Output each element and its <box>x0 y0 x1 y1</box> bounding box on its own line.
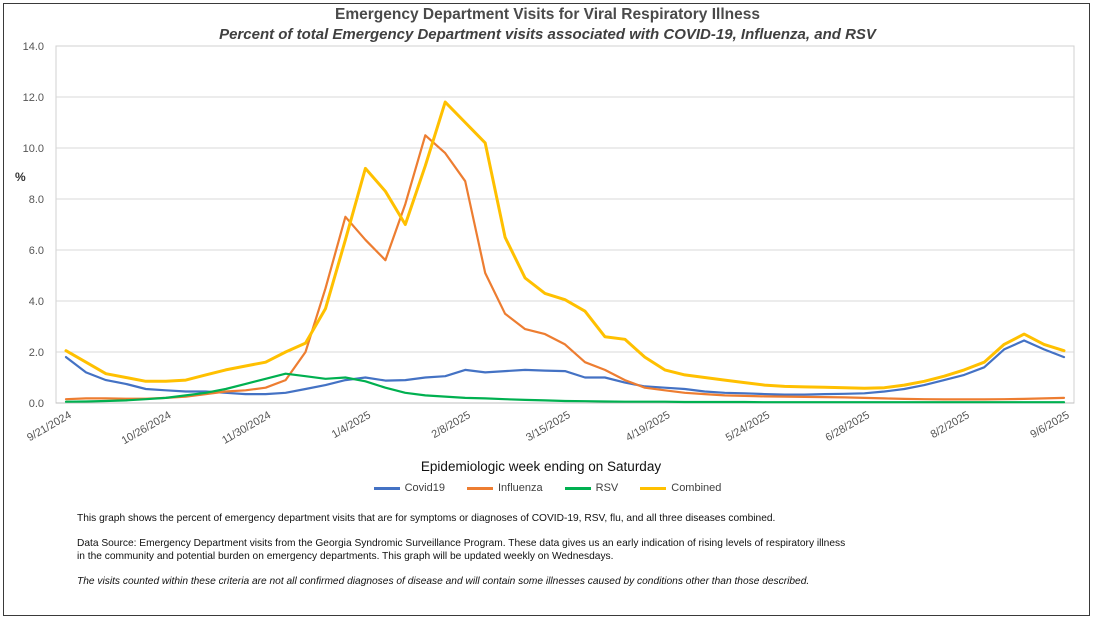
x-tick-label: 2/8/2025 <box>430 409 473 441</box>
x-tick-label: 1/4/2025 <box>330 409 373 441</box>
chart-frame <box>3 3 1090 616</box>
x-tick-label: 5/24/2025 <box>724 409 772 444</box>
x-axis-label: Epidemiologic week ending on Saturday <box>421 459 661 474</box>
x-tick-label: 8/2/2025 <box>929 409 972 441</box>
legend-item-covid19: Covid19 <box>373 482 445 494</box>
line-chart: 0.0 2.0 4.0 6.0 8.0 10.0 12.0 14.0 % 9/21/2024 1… <box>15 41 1075 474</box>
legend-label: Influenza <box>497 482 543 494</box>
note-description: This graph shows the percent of emergenc… <box>77 513 776 524</box>
series-line-combined <box>64 100 1066 390</box>
legend-swatch <box>373 486 400 490</box>
note-data-source-line2: in the community and potential burden on… <box>77 551 614 562</box>
y-tick-label: 14.0 <box>23 41 44 53</box>
x-tick-label: 10/26/2024 <box>120 409 174 447</box>
legend-swatch <box>466 486 493 490</box>
x-axis-ticks: 9/21/2024 10/26/2024 11/30/2024 1/4/2025 2/8… <box>25 409 1071 447</box>
chart-title: Emergency Department Visits for Viral Re… <box>335 6 760 23</box>
note-disclaimer: The visits counted within these criteria… <box>77 576 810 587</box>
x-tick-label: 9/6/2025 <box>1028 409 1071 441</box>
y-axis-label: % <box>15 170 26 184</box>
legend-label: Covid19 <box>404 482 445 494</box>
y-tick-label: 10.0 <box>23 143 44 155</box>
legend-swatch <box>564 486 591 490</box>
series-line-influenza <box>64 134 1066 401</box>
note-data-source-line1: Data Source: Emergency Department visits… <box>77 538 846 549</box>
series-line-covid19 <box>64 339 1066 396</box>
legend-swatch <box>640 486 667 490</box>
legend-item-rsv: RSV <box>564 482 619 494</box>
legend-item-influenza: Influenza <box>466 482 543 494</box>
y-tick-label: 4.0 <box>29 296 44 308</box>
chart-legend: Covid19 Influenza RSV Combined <box>0 482 1095 494</box>
y-tick-label: 2.0 <box>29 347 44 359</box>
gridlines <box>55 45 1075 404</box>
note-data-source: Data Source: Emergency Department visits… <box>77 537 1037 563</box>
y-tick-label: 6.0 <box>29 245 44 257</box>
y-tick-label: 0.0 <box>29 398 44 410</box>
x-tick-label: 11/30/2024 <box>220 409 273 447</box>
x-tick-label: 9/21/2024 <box>25 409 73 444</box>
chart-subtitle: Percent of total Emergency Department vi… <box>219 26 876 43</box>
series-lines <box>64 100 1066 404</box>
x-tick-label: 3/15/2025 <box>524 409 572 444</box>
legend-item-combined: Combined <box>640 482 721 494</box>
y-axis-ticks: 0.0 2.0 4.0 6.0 8.0 10.0 12.0 14.0 <box>23 41 44 410</box>
x-tick-label: 4/19/2025 <box>624 409 672 444</box>
plot-area-border <box>55 45 1075 404</box>
x-tick-label: 6/28/2025 <box>824 409 872 444</box>
series-line-rsv <box>64 372 1066 404</box>
legend-label: RSV <box>595 482 619 494</box>
legend-label: Combined <box>671 482 722 494</box>
y-tick-label: 12.0 <box>23 92 44 104</box>
chart-notes: This graph shows the percent of emergenc… <box>77 512 1037 600</box>
y-tick-label: 8.0 <box>29 194 44 206</box>
